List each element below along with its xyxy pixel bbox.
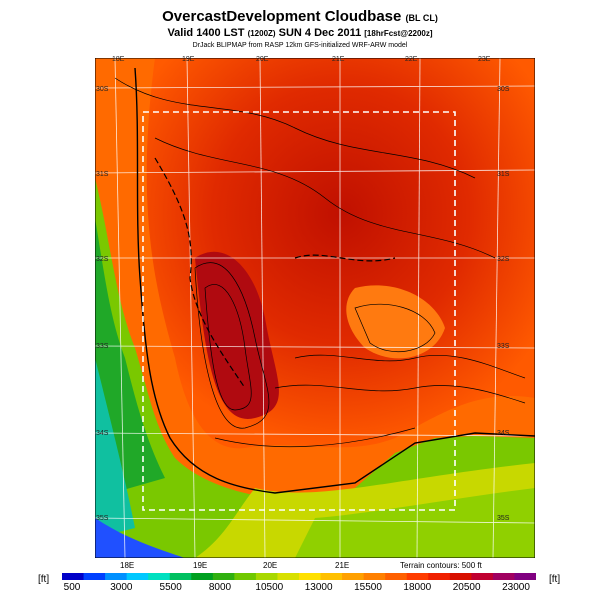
colorbar-swatch [385, 573, 408, 580]
colorbar-swatch [255, 573, 278, 580]
colorbar-label: 13000 [304, 582, 333, 593]
terrain-contours-note: Terrain contours: 500 ft [400, 561, 482, 570]
cloudbase-map [95, 58, 535, 558]
colorbar-swatch [320, 573, 343, 580]
lon-label-bottom: 19E [193, 561, 208, 570]
lon-label-bottom: 21E [335, 561, 350, 570]
colorbar-label: 15500 [354, 582, 382, 593]
lat-label-right: 34S [497, 430, 510, 437]
colorbar-swatch [492, 573, 515, 580]
subtitle-valid: Valid 1400 LST [167, 27, 245, 39]
colorbar-swatch [83, 573, 106, 580]
colorbar-label: 10500 [255, 582, 284, 593]
colorbar-swatch [169, 573, 192, 580]
lat-label-right: 33S [497, 343, 510, 350]
colorbar-swatch [428, 573, 451, 580]
colorbar-swatch [471, 573, 494, 580]
lat-label-left: 32S [96, 256, 109, 263]
lat-label-left: 33S [96, 343, 109, 350]
coastline [134, 67, 535, 494]
colorbar [62, 573, 536, 580]
colorbar-swatch [126, 573, 149, 580]
ocean-blue [95, 518, 185, 558]
colorbar-label: 5500 [159, 582, 182, 593]
lat-label-left: 30S [96, 86, 109, 93]
lat-label-right: 31S [497, 171, 510, 178]
subtitle-date: SUN 4 Dec 2011 [278, 27, 362, 39]
legend-unit-right: [ft] [549, 574, 561, 585]
colorbar-swatch [212, 573, 235, 580]
lon-label-bottom: 20E [263, 561, 278, 570]
title-text: OvercastDevelopment Cloudbase [162, 8, 402, 25]
lat-label-right: 32S [497, 256, 510, 263]
western-green-region [95, 218, 165, 498]
colorbar-swatch [449, 573, 472, 580]
subtitle-fcst: [18hrFcst@2200z] [364, 29, 433, 38]
lon-label-top: 20E [256, 56, 269, 63]
lon-label-top: 19E [182, 56, 195, 63]
colorbar-swatch [363, 573, 386, 580]
colorbar-label: 8000 [208, 582, 232, 593]
lon-label-top: 23E [478, 56, 491, 63]
title-suffix: (BL CL) [405, 13, 438, 23]
colorbar-swatch [234, 573, 257, 580]
lon-label-top: 21E [332, 56, 345, 63]
lon-label-top: 18E [112, 56, 125, 63]
terrain-contours [114, 77, 526, 448]
colorbar-swatch [277, 573, 300, 580]
eastern-lower-region [346, 285, 445, 359]
colorbar-swatch [342, 573, 365, 580]
southern-green-band [295, 488, 535, 558]
map-title: OvercastDevelopment Cloudbase (BL CL) [0, 8, 600, 25]
colorbar-label: 500 [63, 582, 81, 593]
colorbar-label: 20500 [452, 582, 481, 593]
mountain-max-region [195, 251, 279, 419]
colorbar-swatch [514, 573, 536, 580]
colorbar-swatch [406, 573, 429, 580]
colorbar-swatch [299, 573, 322, 580]
colorbar-label: 23000 [502, 582, 530, 593]
colorbar-swatch [62, 573, 85, 580]
province-boundaries [154, 157, 396, 389]
colorbar-swatch [105, 573, 128, 580]
colorbar-swatch [191, 573, 214, 580]
map-subtitle: Valid 1400 LST (1200Z) SUN 4 Dec 2011 [1… [0, 27, 600, 39]
coastal-teal [95, 358, 135, 538]
inner-domain-box [142, 111, 456, 511]
colorbar-label: 18000 [403, 582, 432, 593]
legend-unit-left: [ft] [38, 574, 50, 585]
southern-green-region [95, 178, 535, 558]
lat-label-left: 34S [96, 430, 109, 437]
colorbar-label: 3000 [110, 582, 133, 593]
subtitle-run: (1200Z) [247, 29, 276, 38]
lon-label-bottom: 18E [120, 561, 135, 570]
colorbar-swatch [148, 573, 171, 580]
lat-label-left: 35S [96, 515, 109, 522]
map-credit: DrJack BLIPMAP from RASP 12km GFS-initia… [192, 42, 408, 49]
lat-label-right: 30S [497, 86, 510, 93]
lon-label-top: 22E [405, 56, 418, 63]
lat-label-left: 31S [96, 171, 109, 178]
lat-label-right: 35S [497, 515, 510, 522]
